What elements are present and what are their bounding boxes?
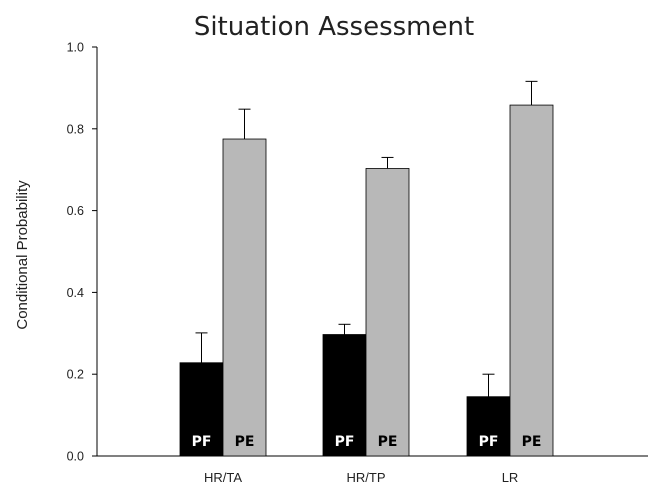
bar-pf-lr <box>466 396 511 457</box>
y-tick-label: 0.4 <box>67 286 84 300</box>
y-tick-label: 1.0 <box>67 41 84 55</box>
x-tick-label: LR <box>502 470 519 485</box>
bar-series-label: PF <box>192 434 212 450</box>
bar-series-label: PE <box>378 434 398 450</box>
x-axis-tick-labels: HR/TA HR/TP LR <box>204 470 518 485</box>
y-tick-label: 0.8 <box>67 122 84 136</box>
y-tick-label: 0.6 <box>67 204 84 218</box>
y-tick-label: 0.2 <box>67 368 84 382</box>
chart-title: Situation Assessment <box>194 12 474 42</box>
x-tick-label: HR/TP <box>347 470 386 485</box>
y-tick-label: 0.0 <box>67 450 84 464</box>
bar-pe-hr-ta <box>222 138 267 457</box>
x-tick-label: HR/TA <box>204 470 242 485</box>
y-axis-ticks: 0.0 0.2 0.4 0.6 0.8 1.0 <box>67 41 97 464</box>
bar-pf-hr-ta <box>179 362 224 457</box>
bar-series-label: PE <box>235 434 255 450</box>
bar-series-label: PE <box>522 434 542 450</box>
bar-pe-hr-tp <box>365 168 410 457</box>
bar-series-label: PF <box>479 434 499 450</box>
bar-pe-lr <box>509 104 554 457</box>
bar-series-label: PF <box>335 434 355 450</box>
bars: PF PE PF PE PF PE <box>179 80 554 457</box>
y-axis-label: Conditional Probability <box>14 180 31 330</box>
